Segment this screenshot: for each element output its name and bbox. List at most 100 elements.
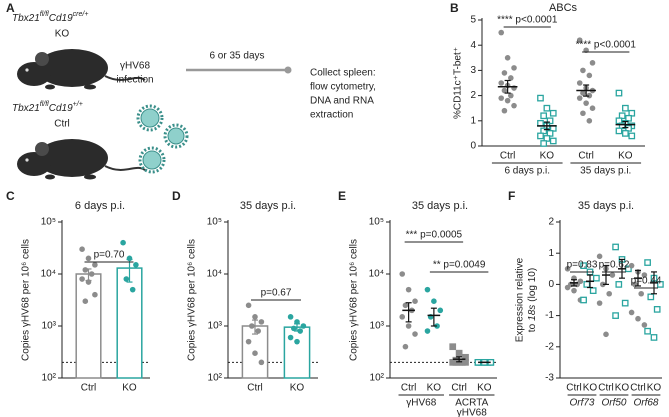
- y-tick-label: 0: [470, 141, 476, 152]
- panel-letter: B: [450, 1, 459, 15]
- data-point: [647, 293, 655, 301]
- y-tick-label: -2: [545, 341, 554, 352]
- y-tick-label: 2: [470, 90, 476, 101]
- significance-label: p=0.62: [599, 260, 630, 271]
- data-point: [644, 259, 651, 266]
- data-point: [622, 130, 629, 137]
- error-bar: [405, 302, 412, 323]
- y-tick-label: 10⁴: [207, 269, 222, 280]
- y-axis-label: Copies γHV68 per 10⁶ cells: [349, 239, 360, 361]
- data-point: [644, 327, 651, 335]
- group-label: γHV68: [406, 398, 436, 409]
- data-point: [300, 323, 307, 329]
- data-point: [120, 239, 126, 246]
- data-point: [537, 94, 544, 102]
- panel-letter: A: [6, 1, 15, 15]
- y-axis-label: %CD11c⁺T-bet⁺: [453, 47, 464, 119]
- group-label: 35 days p.i.: [580, 166, 631, 177]
- data-point: [609, 272, 616, 278]
- data-point: [245, 338, 252, 345]
- data-point: [434, 323, 440, 329]
- data-point: [657, 281, 664, 288]
- data-point: [412, 331, 418, 337]
- ctrl-label: Ctrl: [54, 119, 70, 130]
- x-tick-label: Ctrl: [500, 151, 516, 162]
- data-point: [258, 319, 265, 325]
- data-point: [586, 92, 593, 99]
- y-tick-label: 10³: [370, 321, 385, 332]
- infection-label: γHV68: [120, 61, 150, 72]
- data-point: [635, 315, 641, 322]
- group-label: Orf73: [569, 398, 594, 409]
- data-point: [540, 140, 548, 147]
- group-label: ACRTA: [455, 398, 488, 409]
- y-tick-label: 10⁵: [369, 217, 384, 228]
- error-bar: [294, 323, 300, 332]
- data-point: [82, 298, 89, 304]
- x-tick-label: KO: [540, 151, 555, 162]
- y-tick-label: 10⁵: [41, 217, 56, 228]
- x-tick-label: Ctrl: [598, 383, 614, 394]
- ko-genotype: Tbx21fl/flCd19cre/+: [12, 11, 88, 24]
- data-point: [402, 343, 409, 350]
- data-point: [612, 312, 619, 319]
- data-point: [638, 290, 644, 297]
- data-point: [612, 243, 619, 251]
- data-point: [580, 90, 586, 96]
- chart-title: 35 days p.i.: [240, 200, 296, 212]
- virus-icons: [136, 104, 189, 174]
- x-tick-label: Ctrl: [578, 151, 594, 162]
- duration-label: 6 or 35 days: [209, 51, 264, 62]
- error-bar: [543, 121, 550, 131]
- y-axis-label-part: to: [527, 323, 538, 332]
- y-tick-label: 1: [470, 115, 476, 126]
- data-point: [508, 92, 514, 99]
- y-tick-label: 1: [548, 248, 554, 259]
- data-point: [583, 281, 591, 288]
- data-point: [606, 290, 612, 297]
- group-label: Orf68: [633, 398, 658, 409]
- data-point: [501, 87, 508, 94]
- data-point: [589, 287, 597, 294]
- error-bar: [635, 269, 641, 287]
- data-point: [564, 266, 571, 272]
- error-bar: [85, 268, 92, 282]
- data-point: [133, 262, 139, 268]
- data-point: [628, 132, 636, 140]
- data-point: [79, 246, 85, 252]
- data-point: [615, 281, 623, 288]
- data-point: [653, 306, 661, 313]
- data-point: [431, 298, 437, 304]
- data-point: [252, 314, 258, 320]
- data-point: [252, 350, 258, 356]
- y-axis-label-part: (log 10): [527, 268, 538, 302]
- x-tick-label: KO: [477, 383, 492, 394]
- data-point: [449, 343, 457, 351]
- error-bar: [651, 271, 657, 295]
- data-point: [258, 359, 265, 366]
- bar: [283, 326, 311, 379]
- panel-letter: D: [172, 189, 181, 203]
- group-label: Orf50: [601, 398, 626, 409]
- significance-label: p=0.83: [567, 260, 598, 271]
- data-point: [543, 104, 551, 112]
- data-point: [580, 262, 587, 270]
- y-tick-label: 10²: [42, 373, 57, 384]
- y-tick-label: 10⁴: [369, 269, 384, 280]
- data-point: [589, 60, 596, 66]
- data-point: [79, 276, 85, 282]
- outcome-label: Collect spleen:: [310, 68, 376, 79]
- y-axis-label: Copies γHV68 per 10⁶ cells: [187, 239, 198, 361]
- ko-label: KO: [55, 29, 70, 40]
- data-point: [437, 307, 444, 314]
- y-tick-label: 5: [470, 15, 476, 26]
- x-tick-label: Ctrl: [247, 383, 263, 394]
- infection-label: infection: [116, 75, 153, 86]
- y-tick-label: 10⁴: [41, 269, 56, 280]
- x-tick-label: KO: [583, 383, 598, 394]
- data-point: [287, 334, 294, 341]
- significance-label: **** p<0.0001: [576, 40, 637, 51]
- chart-title: 35 days p.i.: [578, 200, 634, 212]
- data-point: [455, 349, 463, 357]
- data-point: [571, 287, 577, 294]
